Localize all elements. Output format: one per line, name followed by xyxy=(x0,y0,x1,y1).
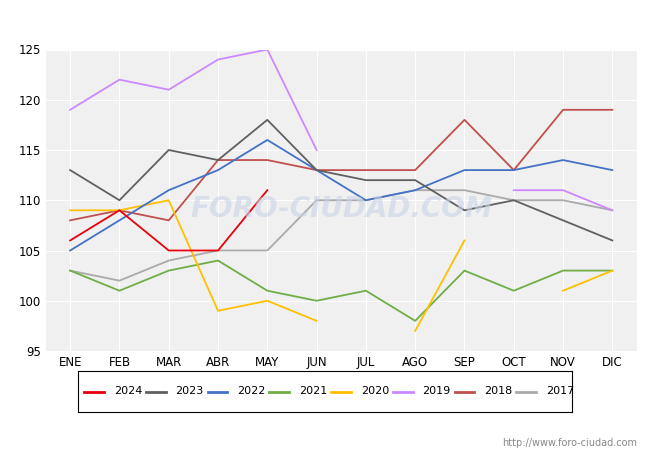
Text: FORO-CIUDAD.COM: FORO-CIUDAD.COM xyxy=(190,195,493,223)
Text: 2020: 2020 xyxy=(361,387,389,396)
Text: 2017: 2017 xyxy=(546,387,575,396)
Text: 2024: 2024 xyxy=(114,387,142,396)
Text: 2022: 2022 xyxy=(237,387,266,396)
Text: http://www.foro-ciudad.com: http://www.foro-ciudad.com xyxy=(502,438,637,448)
Text: Afiliados en Ollauri a 31/5/2024: Afiliados en Ollauri a 31/5/2024 xyxy=(194,10,456,28)
Text: 2018: 2018 xyxy=(484,387,513,396)
Text: 2023: 2023 xyxy=(176,387,204,396)
Text: 2019: 2019 xyxy=(422,387,451,396)
Text: 2021: 2021 xyxy=(299,387,328,396)
